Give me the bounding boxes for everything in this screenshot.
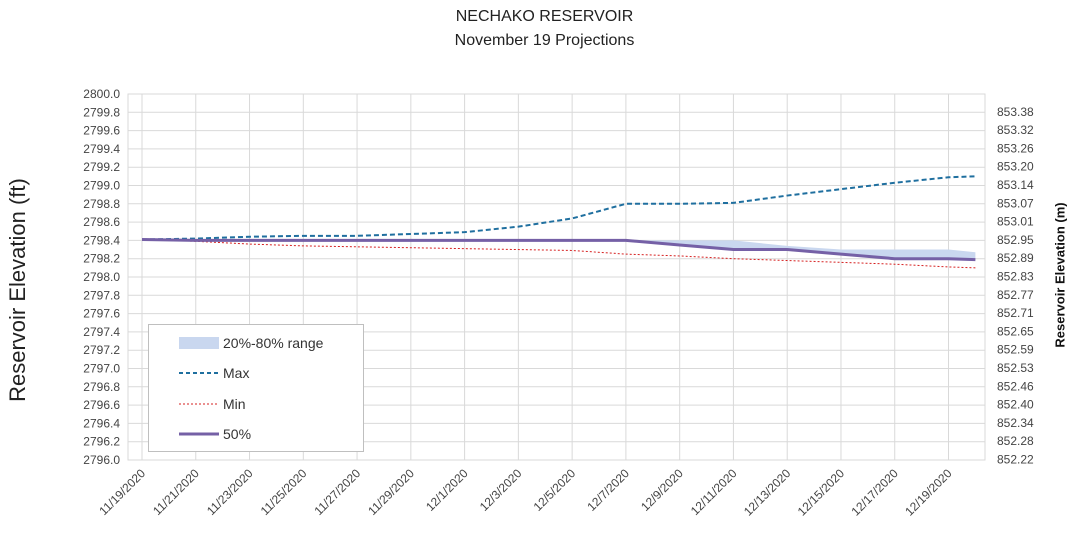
y2-tick-label: 853.20 (997, 160, 1034, 174)
y-tick-label: 2799.4 (83, 142, 120, 156)
chart-subtitle: November 19 Projections (454, 32, 635, 49)
legend-swatch-band (179, 337, 219, 349)
legend-item-band: 20%-80% range (179, 333, 323, 353)
y-tick-label: 2798.0 (83, 270, 120, 284)
y2-tick-label: 853.26 (997, 141, 1034, 155)
y-tick-label: 2796.2 (83, 435, 120, 449)
legend-item-max: Max (179, 363, 249, 383)
y-tick-label: 2799.8 (83, 105, 120, 119)
x-tick-label: 12/11/2020 (688, 466, 740, 518)
series-line-50pct (141, 237, 976, 262)
y2-tick-label: 852.28 (997, 434, 1034, 448)
x-tick-label: 12/9/2020 (638, 466, 686, 514)
x-tick-label: 11/23/2020 (204, 466, 256, 518)
chart-title: NECHAKO RESERVOIR (455, 8, 634, 25)
y-tick-label: 2799.6 (83, 124, 120, 138)
y2-tick-label: 852.53 (997, 361, 1034, 375)
y-tick-label: 2797.4 (83, 325, 120, 339)
y-tick-label: 2798.6 (83, 215, 120, 229)
y2-tick-label: 853.32 (997, 123, 1034, 137)
y2-tick-label: 853.01 (997, 215, 1034, 229)
legend-swatch-50 (179, 432, 219, 436)
y-tick-label: 2796.6 (83, 398, 120, 412)
x-tick-label: 12/7/2020 (584, 466, 632, 514)
y-tick-label: 2796.8 (83, 380, 120, 394)
y2-tick-label: 852.95 (997, 233, 1034, 247)
y-tick-label: 2798.2 (83, 252, 120, 266)
x-tick-label: 11/21/2020 (150, 466, 202, 518)
x-tick-label: 11/27/2020 (311, 466, 363, 518)
y2-tick-label: 853.38 (997, 105, 1034, 119)
x-tick-label: 11/29/2020 (365, 466, 417, 518)
series-line-min (141, 238, 976, 269)
y2-tick-label: 852.65 (997, 324, 1034, 338)
x-tick-label: 12/19/2020 (902, 466, 955, 519)
y-tick-label: 2797.8 (83, 288, 120, 302)
band-20-80-range (142, 239, 976, 261)
y2-tick-label: 852.71 (997, 306, 1034, 320)
x-tick-label: 12/13/2020 (741, 466, 794, 519)
y-tick-label: 2796.4 (83, 416, 120, 430)
y2-tick-label: 852.22 (997, 453, 1034, 467)
x-tick-label: 12/5/2020 (531, 466, 579, 514)
y2-tick-label: 852.83 (997, 270, 1034, 284)
legend-label-band: 20%-80% range (223, 335, 324, 351)
legend-swatch-max (179, 372, 219, 374)
x-tick-label: 12/15/2020 (795, 466, 848, 519)
y2-tick-label: 853.07 (997, 196, 1034, 210)
y-tick-label: 2797.0 (83, 362, 120, 376)
y-tick-label: 2798.4 (83, 233, 120, 247)
y-tick-label: 2800.0 (83, 87, 120, 101)
y-tick-label: 2799.2 (83, 160, 120, 174)
legend-label-min: Min (223, 396, 246, 412)
legend: 20%-80% range Max Min 50% (148, 324, 364, 452)
y-axis-label-left: Reservoir Elevation (ft) (5, 178, 30, 402)
y2-tick-label: 852.59 (997, 343, 1034, 357)
x-tick-label: 12/17/2020 (848, 466, 901, 519)
y-tick-label: 2799.0 (83, 179, 120, 193)
y2-tick-label: 852.46 (997, 379, 1034, 393)
series-line-max (141, 175, 976, 241)
y2-tick-label: 852.40 (997, 398, 1034, 412)
y-tick-label: 2797.6 (83, 307, 120, 321)
legend-item-50: 50% (179, 424, 251, 444)
y-tick-label: 2796.0 (83, 453, 120, 467)
legend-swatch-min (179, 403, 219, 405)
y2-tick-label: 852.77 (997, 288, 1034, 302)
x-tick-label: 11/25/2020 (258, 466, 310, 518)
y2-tick-label: 852.34 (997, 416, 1034, 430)
y2-tick-label: 852.89 (997, 251, 1034, 265)
plot-area (127, 93, 986, 461)
legend-label-max: Max (223, 365, 250, 381)
x-tick-label: 12/1/2020 (423, 466, 471, 514)
x-tick-label: 12/3/2020 (477, 466, 525, 514)
y-tick-label: 2797.2 (83, 343, 120, 357)
y-tick-label: 2798.8 (83, 197, 120, 211)
y-axis-label-right: Reservoir Elevation (m) (1052, 202, 1068, 348)
legend-label-50: 50% (223, 426, 252, 442)
y2-tick-label: 853.14 (997, 178, 1034, 192)
legend-item-min: Min (179, 394, 246, 414)
x-tick-label: 11/19/2020 (96, 466, 148, 518)
